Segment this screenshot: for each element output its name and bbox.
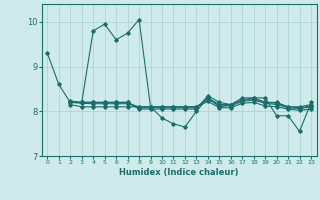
X-axis label: Humidex (Indice chaleur): Humidex (Indice chaleur): [119, 168, 239, 177]
